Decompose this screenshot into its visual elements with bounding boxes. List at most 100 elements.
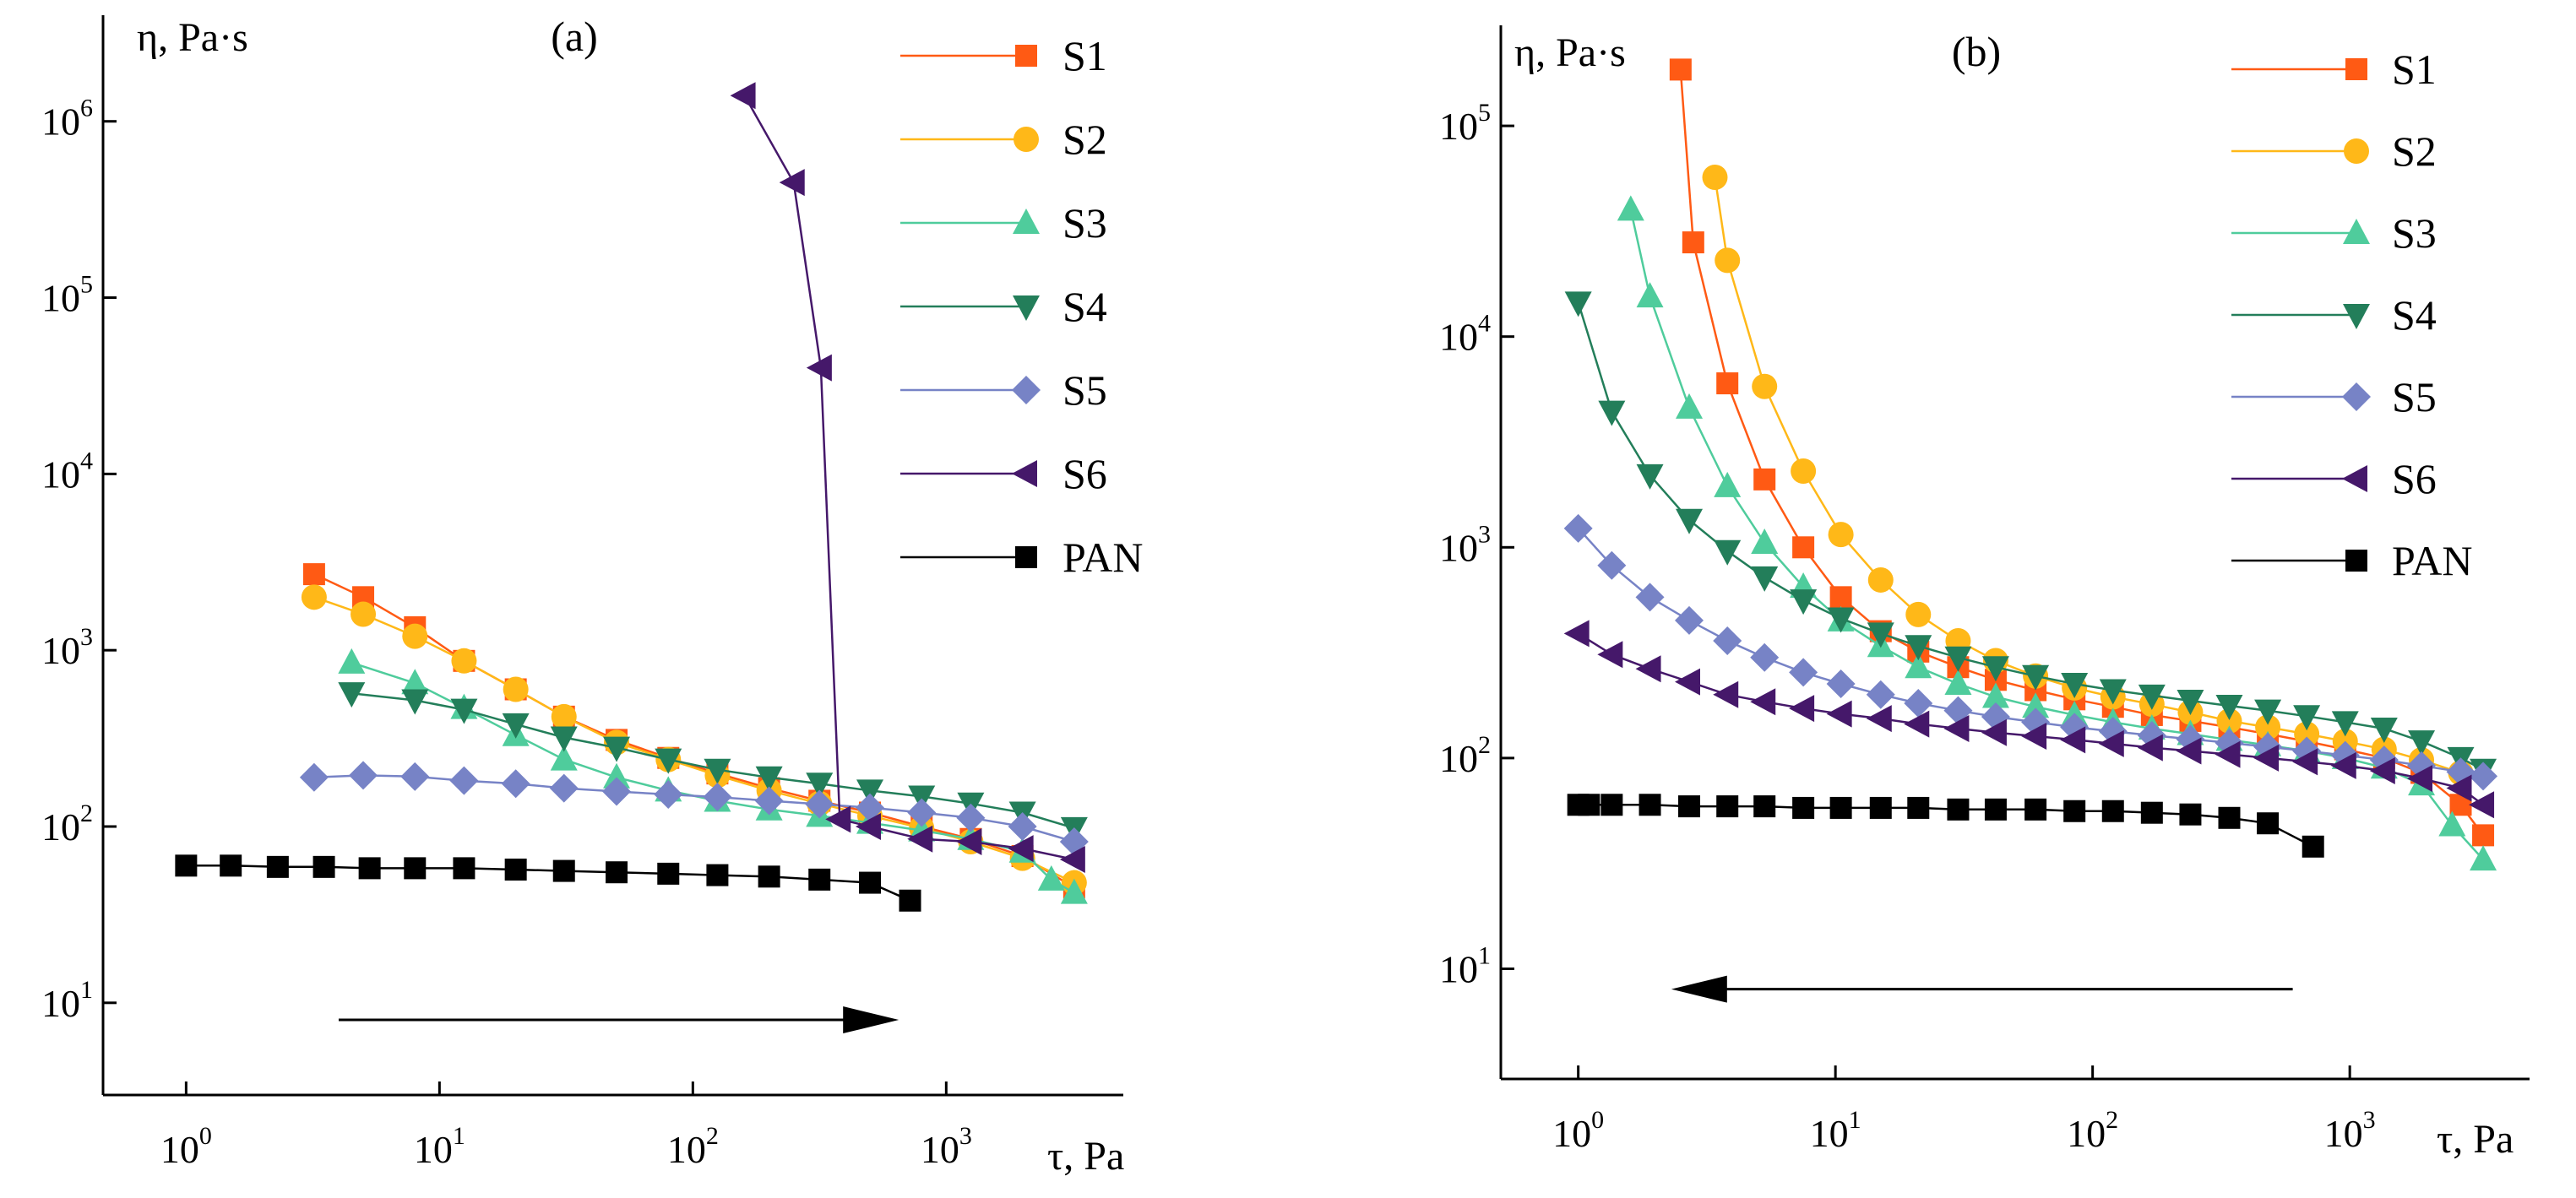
panel-a-data-point-s6: [1059, 846, 1085, 874]
panel-b-data-point-s6: [1943, 714, 1970, 742]
panel-b-data-point-s4: [1827, 607, 1855, 633]
panel-b-y-tick-label: 103: [1439, 520, 1491, 569]
panel-a-legend-marker-s1: [1015, 45, 1037, 67]
panel-b-data-point-s5: [1635, 583, 1665, 612]
panel-b-data-point-s6: [2469, 791, 2495, 819]
panel-a-data-point-s4: [338, 682, 366, 708]
panel-b-data-point-s3: [1714, 471, 1742, 497]
panel-a-data-point-s3: [401, 669, 429, 695]
panel-b-data-point-pan: [2101, 800, 2124, 822]
panel-a-data-point-s6: [1008, 835, 1034, 863]
panel-b-data-point-pan: [1829, 796, 1852, 819]
panel-a-data-point-s5: [349, 761, 378, 790]
panel-b-data-point-s3: [2438, 810, 2466, 837]
panel-b-x-tick-label: 103: [2324, 1106, 2376, 1155]
panel-b-x-tick-label: 101: [1810, 1106, 1861, 1155]
panel-a-legend-marker-s4: [1013, 295, 1040, 321]
panel-b-data-point-s6: [1904, 710, 1930, 738]
panel-a-legend-item-s1: S1: [900, 32, 1107, 79]
panel-b-data-point-s1: [1682, 231, 1704, 254]
panel-b-data-point-s4: [1676, 508, 1704, 534]
panel-a-series-s4: [338, 682, 1088, 843]
panel-b-y-axis-title: η, Pa·s: [1514, 30, 1626, 75]
panel-b-data-point-s1: [1829, 586, 1852, 609]
panel-a-label: (a): [551, 13, 598, 60]
panel-a-legend-item-pan: PAN: [900, 534, 1143, 581]
panel-b-data-point-s2: [1715, 247, 1741, 274]
panel-b-data-point-s3: [1617, 195, 1644, 221]
panel-b-data-point-s4: [2215, 694, 2243, 720]
panel-a-legend-marker-s5: [1012, 376, 1041, 404]
panel-b-series-s6: [1563, 620, 2495, 819]
panel-a-series-s5: [299, 761, 1089, 856]
panel-a-data-point-s5: [956, 803, 986, 832]
panel-b-data-point-s5: [1866, 680, 1895, 709]
panel-b-legend-label-pan: PAN: [2392, 537, 2472, 584]
panel-b-data-point-s4: [2254, 699, 2282, 725]
panel-b-data-point-s3: [1944, 669, 1972, 695]
panel-b-data-point-pan: [2024, 798, 2047, 821]
panel-a-legend-label-s3: S3: [1062, 199, 1107, 247]
panel-b-data-point-s1: [2472, 824, 2495, 847]
panel-b-data-point-s6: [1826, 700, 1852, 728]
panel-b-data-point-s5: [1563, 513, 1593, 543]
panel-a-y-tick-label: 105: [41, 271, 93, 320]
panel-a-data-point-pan: [808, 868, 831, 891]
panel-b-data-point-s6: [2137, 734, 2163, 762]
panel-b-data-point-s1: [1792, 536, 1815, 559]
panel-a-data-point-pan: [404, 857, 427, 880]
panel-a-data-point-s4: [704, 758, 731, 784]
panel-a-data-point-s5: [549, 773, 579, 803]
panel-b-data-point-pan: [1907, 796, 1930, 819]
panel-b-legend-label-s5: S5: [2392, 373, 2437, 420]
panel-a-data-point-s5: [501, 769, 530, 799]
panel-a-data-point-s6: [779, 169, 805, 197]
panel-b-data-point-s6: [1789, 695, 1815, 723]
panel-b-data-point-s6: [1563, 620, 1590, 648]
panel-b-data-point-s6: [2407, 765, 2433, 793]
panel-b-data-point-s6: [1750, 688, 1776, 716]
panel-b-data-point-s4: [1790, 589, 1818, 615]
panel-a-data-point-pan: [175, 854, 198, 877]
panel-b-data-point-s4: [2293, 705, 2321, 731]
panel-a-x-axis-title: τ, Pa: [1047, 1134, 1124, 1179]
panel-a-y-tick-label: 102: [41, 800, 93, 848]
panel-a-legend-item-s3: S3: [900, 199, 1107, 247]
panel-b-data-point-s1: [1716, 372, 1739, 395]
panel-a-data-point-s4: [856, 779, 884, 805]
panel-b-data-point-s5: [1826, 669, 1856, 698]
panel-b-data-point-s6: [2330, 751, 2356, 779]
panel-b-legend-marker-s5: [2342, 382, 2371, 411]
panel-a-data-point-pan: [606, 861, 628, 884]
panel-b-data-point-s4: [1598, 400, 1626, 426]
panel-b-data-point-pan: [2302, 835, 2324, 858]
panel-a-data-point-s4: [450, 698, 478, 724]
panel-b-data-point-s2: [2255, 714, 2281, 740]
panel-b-data-point-s1: [1753, 468, 1776, 491]
panel-a-data-point-s2: [351, 601, 377, 627]
panel-b-data-point-s6: [2292, 748, 2318, 776]
chart-panel-a: 100 101 102 103 101 102 103 104 105 106 η, Pa·s (a)…: [41, 13, 1143, 1179]
panel-b-data-point-s2: [1752, 373, 1778, 399]
panel-b-data-point-s4: [2138, 684, 2166, 710]
panel-a-legend: S1 S2 S3 S4 S5 S6 PAN: [900, 32, 1143, 581]
panel-b-data-point-s4: [1867, 622, 1894, 648]
panel-a-x-tick-label: 100: [160, 1122, 212, 1171]
panel-b-data-point-s4: [1714, 539, 1742, 566]
panel-a-y-tick-label: 106: [41, 95, 93, 144]
panel-a-series-line-s5: [313, 774, 1075, 843]
panel-b-data-point-s4: [1981, 656, 2009, 682]
panel-b-legend-item-s5: S5: [2231, 373, 2437, 420]
panel-b-data-point-s4: [2370, 717, 2398, 743]
panel-a-x-tick-label: 103: [921, 1122, 972, 1171]
panel-b-data-point-s5: [1750, 642, 1780, 672]
panel-b-legend-item-s4: S4: [2231, 291, 2437, 339]
panel-b-data-point-pan: [1753, 795, 1776, 818]
panel-b-legend-label-s6: S6: [2392, 455, 2437, 502]
panel-a-data-point-s3: [1037, 865, 1065, 891]
panel-a-data-point-pan: [706, 864, 729, 886]
panel-b-x-tick-label: 102: [2067, 1106, 2118, 1155]
panel-b-y-tick-label: 104: [1439, 310, 1491, 359]
panel-b-x-axis-title: τ, Pa: [2437, 1117, 2514, 1162]
